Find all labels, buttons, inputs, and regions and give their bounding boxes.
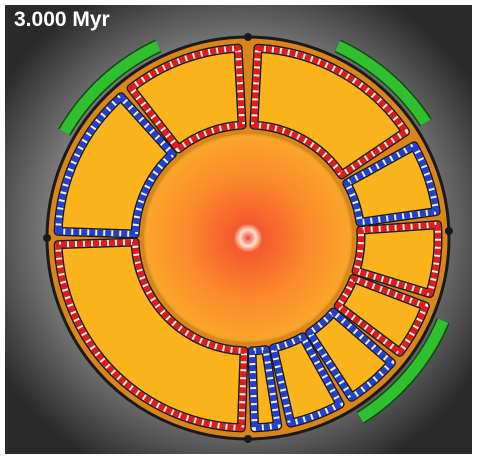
cell-border-dash bbox=[250, 45, 409, 178]
cell-border-dash bbox=[55, 238, 248, 431]
plate bbox=[357, 318, 449, 423]
cell-border-dash bbox=[270, 333, 344, 427]
convection-cells bbox=[53, 43, 443, 433]
plates bbox=[43, 33, 453, 443]
planet-core bbox=[144, 134, 352, 342]
boundary-marker bbox=[244, 435, 252, 443]
plate bbox=[335, 40, 431, 126]
plate bbox=[59, 40, 161, 135]
cell-border-dash bbox=[335, 275, 429, 356]
boundary-marker bbox=[244, 33, 252, 41]
cell-border-dash bbox=[343, 142, 440, 226]
cell-border-dash bbox=[55, 93, 176, 238]
cell-border-dash bbox=[248, 346, 281, 431]
boundary-marker bbox=[43, 234, 51, 242]
cell-border-dash bbox=[306, 309, 395, 401]
cell-border-dash bbox=[128, 45, 246, 152]
cell-border-dash bbox=[353, 221, 441, 297]
boundary-marker bbox=[444, 226, 453, 235]
time-label: 3.000 Myr bbox=[14, 8, 110, 31]
